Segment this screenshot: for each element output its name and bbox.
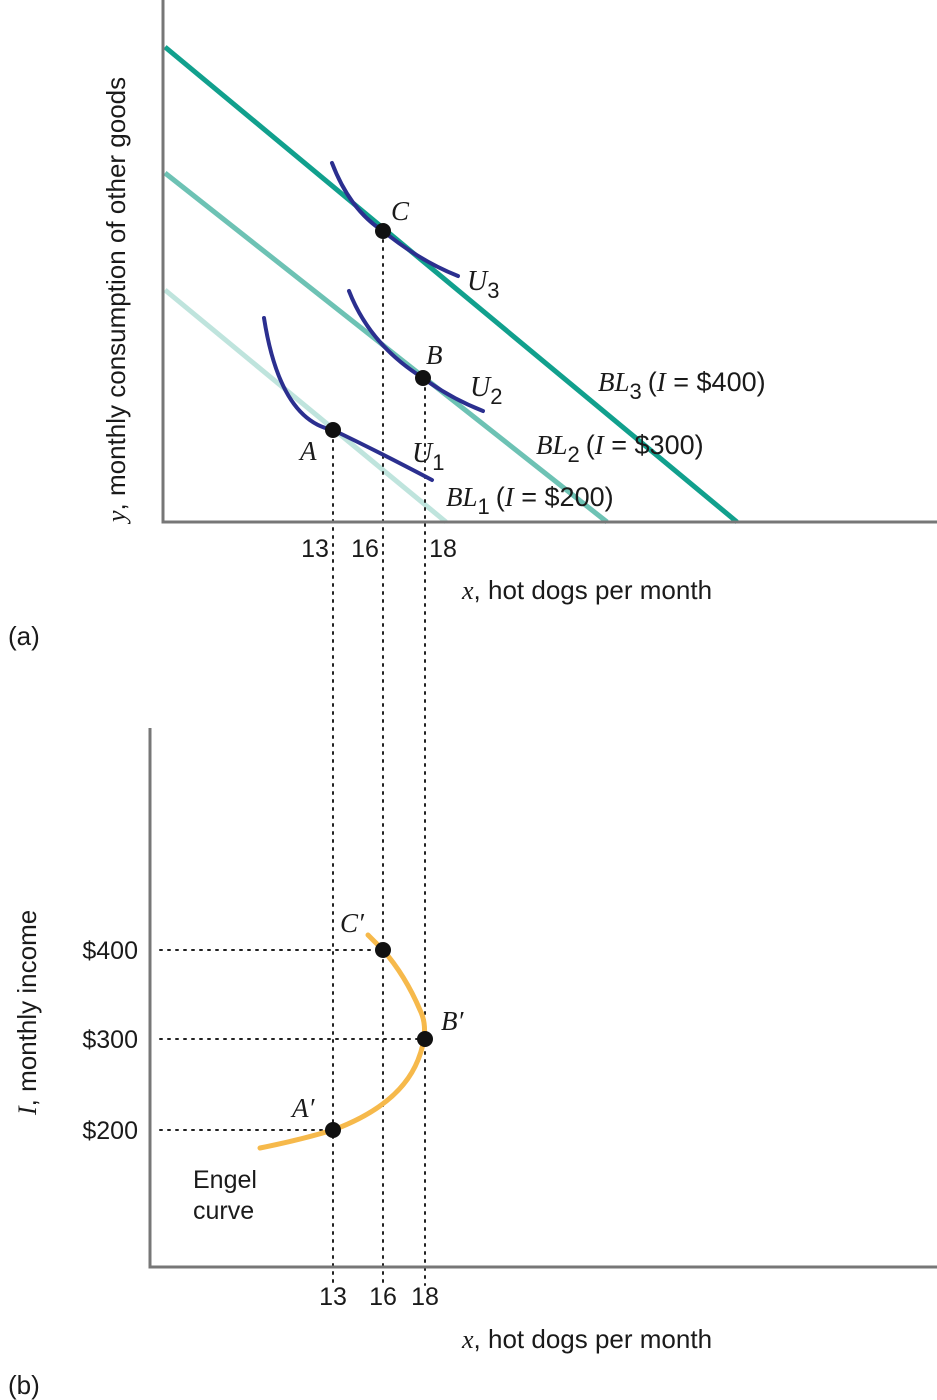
- point-c-prime-label: C′: [340, 908, 365, 938]
- bl2-label: BL2 (I = $300): [536, 430, 704, 467]
- engel-curve: [257, 932, 427, 1151]
- point-c: [375, 223, 391, 239]
- panel-b-xtick-18: 18: [411, 1283, 439, 1311]
- panel-a-ylabel: y, monthly consumption of other goods: [101, 77, 131, 525]
- panel-a-axes: [161, 0, 937, 524]
- point-a-label: A: [298, 436, 317, 466]
- panel-a-label: (a): [8, 621, 40, 651]
- panel-b-ylabel: I, monthly income: [12, 910, 42, 1116]
- panel-b-xlabel: x, hot dogs per month: [461, 1324, 712, 1354]
- panel-a: A B C U1 U2 U3 BL1 (I = $200) BL2 (I = $30…: [8, 0, 937, 1286]
- panel-b: A′ B′ C′ Engel curve $400 $300 $200 13 1…: [8, 728, 937, 1400]
- panel-a-xtick-18: 18: [429, 535, 457, 563]
- budget-line-1: [163, 288, 448, 524]
- indifference-curve-u2: [347, 289, 485, 413]
- panel-b-ytick-300: $300: [82, 1026, 138, 1054]
- panel-b-label: (b): [8, 1370, 40, 1400]
- u3-label: U3: [467, 266, 499, 303]
- point-b-label: B: [426, 340, 443, 370]
- indifference-curve-u1: [262, 316, 434, 482]
- bl3-label: BL3 (I = $400): [598, 367, 766, 404]
- point-a-prime-label: A′: [290, 1093, 315, 1123]
- u2-label: U2: [470, 372, 502, 409]
- budget-line-3: [163, 45, 739, 524]
- point-a-prime: [325, 1122, 341, 1138]
- point-c-prime: [375, 942, 391, 958]
- u1-label: U1: [412, 438, 444, 475]
- panel-b-axes: [148, 728, 937, 1269]
- panel-b-xtick-16: 16: [369, 1283, 397, 1311]
- point-b-prime: [417, 1031, 433, 1047]
- engel-curve-label-line2: curve: [193, 1197, 254, 1225]
- panel-a-xtick-13: 13: [301, 535, 329, 563]
- bl1-label: BL1 (I = $200): [446, 482, 614, 519]
- point-b: [415, 370, 431, 386]
- panel-b-ytick-400: $400: [82, 937, 138, 965]
- engel-curve-label-line1: Engel: [193, 1166, 257, 1194]
- panel-a-xtick-16: 16: [351, 535, 379, 563]
- point-c-label: C: [391, 196, 410, 226]
- point-b-prime-label: B′: [441, 1006, 464, 1036]
- panel-a-xlabel: x, hot dogs per month: [461, 575, 712, 605]
- point-a: [325, 422, 341, 438]
- panel-b-ytick-200: $200: [82, 1117, 138, 1145]
- panel-b-xtick-13: 13: [319, 1283, 347, 1311]
